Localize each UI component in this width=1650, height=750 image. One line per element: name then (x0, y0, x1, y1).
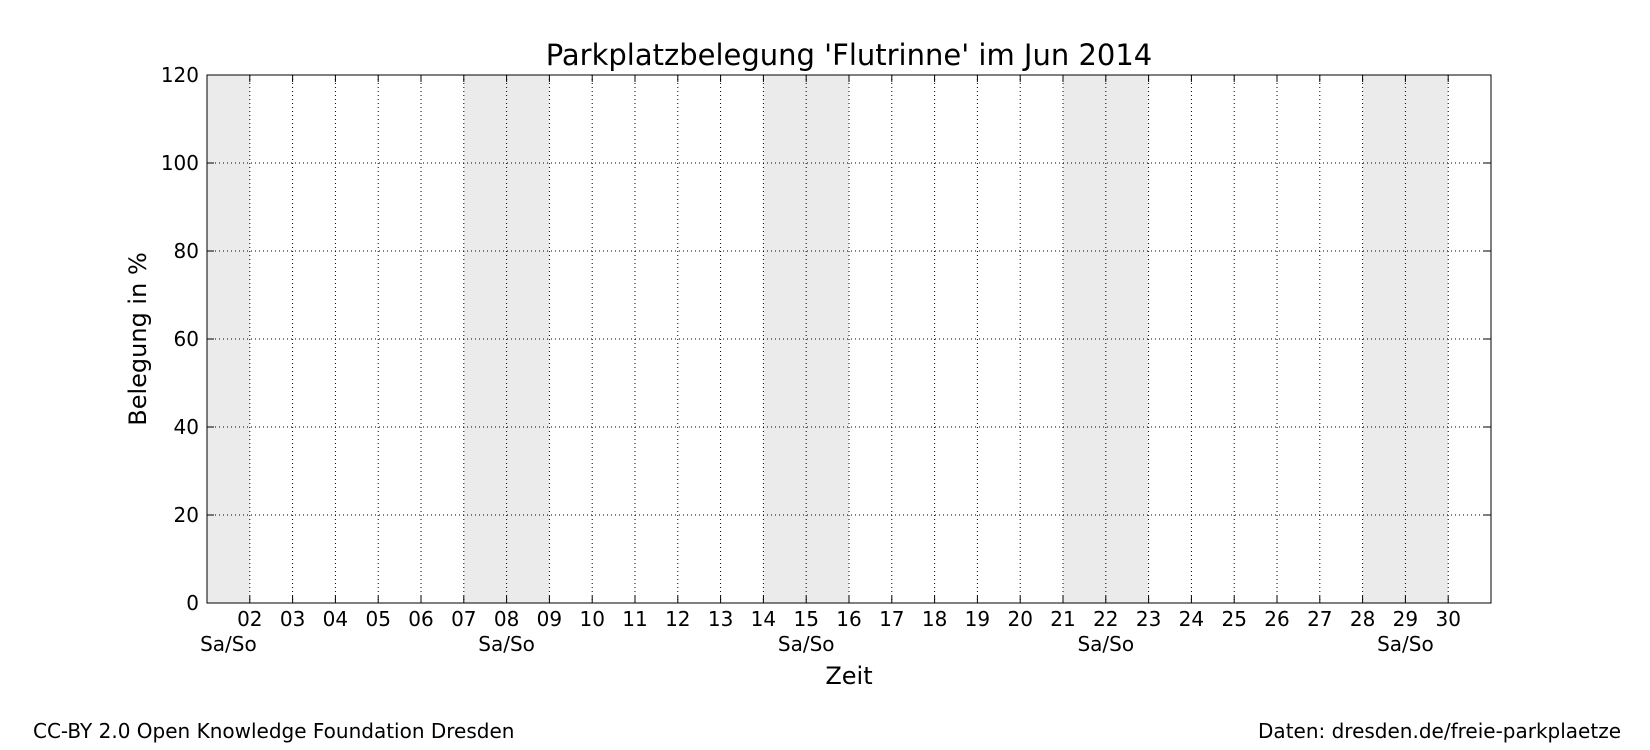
y-tick-label: 120 (161, 63, 199, 87)
weekend-label: Sa/So (1077, 632, 1134, 656)
x-tick-label: 28 (1350, 607, 1375, 631)
x-tick-label: 11 (622, 607, 647, 631)
x-tick-label: 08 (494, 607, 519, 631)
x-axis-label: Zeit (825, 662, 872, 690)
y-tick-label: 80 (174, 239, 199, 263)
grid (207, 75, 1491, 603)
x-tick-label: 22 (1093, 607, 1118, 631)
x-tick-label: 23 (1136, 607, 1161, 631)
x-tick-label: 03 (280, 607, 305, 631)
license-text: CC-BY 2.0 Open Knowledge Foundation Dres… (33, 719, 515, 743)
x-tick-label: 05 (365, 607, 390, 631)
y-tick-label: 20 (174, 503, 199, 527)
weekend-label: Sa/So (778, 632, 835, 656)
x-tick-label: 16 (836, 607, 861, 631)
x-tick-label: 19 (965, 607, 990, 631)
x-tick-label: 21 (1050, 607, 1075, 631)
x-tick-label: 29 (1393, 607, 1418, 631)
x-tick-label: 15 (793, 607, 818, 631)
data-source-text: Daten: dresden.de/freie-parkplaetze (1258, 719, 1621, 743)
x-tick-label: 25 (1221, 607, 1246, 631)
weekend-label: Sa/So (478, 632, 535, 656)
y-tick-label: 60 (174, 327, 199, 351)
x-tick-label: 14 (751, 607, 776, 631)
x-tick-label: 20 (1007, 607, 1032, 631)
y-tick-label: 0 (186, 591, 199, 615)
x-tick-label: 18 (922, 607, 947, 631)
x-tick-label: 09 (537, 607, 562, 631)
x-tick-label: 12 (665, 607, 690, 631)
y-axis-label: Belegung in % (124, 252, 152, 426)
x-tick-label: 04 (323, 607, 348, 631)
chart-title: Parkplatzbelegung 'Flutrinne' im Jun 201… (546, 38, 1153, 72)
x-tick-label: 17 (879, 607, 904, 631)
x-tick-label: 10 (579, 607, 604, 631)
y-tick-label: 100 (161, 151, 199, 175)
weekend-label: Sa/So (1377, 632, 1434, 656)
x-tick-label: 06 (408, 607, 433, 631)
x-tick-label: 13 (708, 607, 733, 631)
x-tick-label: 30 (1435, 607, 1460, 631)
x-tick-label: 26 (1264, 607, 1289, 631)
x-tick-label: 27 (1307, 607, 1332, 631)
axis-ticks: Sa/So Sa/So Sa/So Sa/So Sa/So020406080100120… (161, 63, 1491, 656)
x-tick-label: 07 (451, 607, 476, 631)
weekend-label: Sa/So (200, 632, 257, 656)
y-tick-label: 40 (174, 415, 199, 439)
weekend-band (207, 75, 250, 603)
x-tick-label: 24 (1179, 607, 1204, 631)
x-tick-label: 02 (237, 607, 262, 631)
